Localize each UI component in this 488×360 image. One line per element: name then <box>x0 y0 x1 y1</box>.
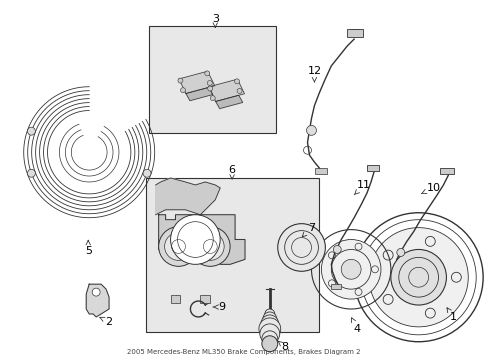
Circle shape <box>92 288 100 296</box>
Circle shape <box>396 248 404 256</box>
Text: 3: 3 <box>211 14 218 27</box>
Text: 8: 8 <box>278 341 287 352</box>
Circle shape <box>368 228 468 327</box>
Circle shape <box>262 331 277 347</box>
Circle shape <box>234 79 239 84</box>
Text: 12: 12 <box>307 66 321 82</box>
Polygon shape <box>155 178 220 215</box>
Text: 5: 5 <box>84 240 92 256</box>
Text: 9: 9 <box>213 302 225 312</box>
Bar <box>366 165 378 171</box>
Bar <box>346 29 362 37</box>
Circle shape <box>143 169 151 177</box>
Circle shape <box>164 233 192 260</box>
Circle shape <box>258 318 280 340</box>
Circle shape <box>180 88 185 93</box>
Circle shape <box>263 312 276 326</box>
Circle shape <box>207 81 212 85</box>
Polygon shape <box>185 87 212 101</box>
Circle shape <box>190 227 230 266</box>
Text: 1: 1 <box>446 308 456 322</box>
Circle shape <box>158 227 198 266</box>
Circle shape <box>333 246 341 253</box>
Bar <box>170 295 180 303</box>
Polygon shape <box>215 95 242 109</box>
Text: 4: 4 <box>351 318 360 334</box>
Circle shape <box>321 239 380 299</box>
Bar <box>148 26 275 133</box>
Bar <box>200 295 210 303</box>
Circle shape <box>262 336 277 352</box>
Circle shape <box>264 309 274 319</box>
Circle shape <box>27 169 35 177</box>
Circle shape <box>306 125 316 135</box>
Circle shape <box>204 71 209 76</box>
Bar <box>145 178 319 332</box>
Circle shape <box>390 249 446 305</box>
Bar <box>440 168 453 174</box>
Circle shape <box>277 224 325 271</box>
Circle shape <box>196 233 224 260</box>
Polygon shape <box>208 79 244 102</box>
Circle shape <box>170 215 220 264</box>
Polygon shape <box>86 284 109 317</box>
Bar <box>315 168 326 174</box>
Circle shape <box>237 89 242 93</box>
Text: 7: 7 <box>302 222 314 237</box>
Circle shape <box>178 78 183 83</box>
Circle shape <box>260 315 278 333</box>
Polygon shape <box>158 215 244 264</box>
Polygon shape <box>179 71 214 94</box>
Text: 2: 2 <box>100 317 112 327</box>
Text: 6: 6 <box>228 165 235 179</box>
Circle shape <box>27 127 35 135</box>
Text: 10: 10 <box>420 183 440 194</box>
Text: 2005 Mercedes-Benz ML350 Brake Components, Brakes Diagram 2: 2005 Mercedes-Benz ML350 Brake Component… <box>127 348 360 355</box>
Circle shape <box>341 260 360 279</box>
Circle shape <box>259 324 279 344</box>
Text: 11: 11 <box>354 180 370 195</box>
Bar <box>331 284 341 289</box>
Circle shape <box>207 86 212 91</box>
Circle shape <box>210 96 215 100</box>
